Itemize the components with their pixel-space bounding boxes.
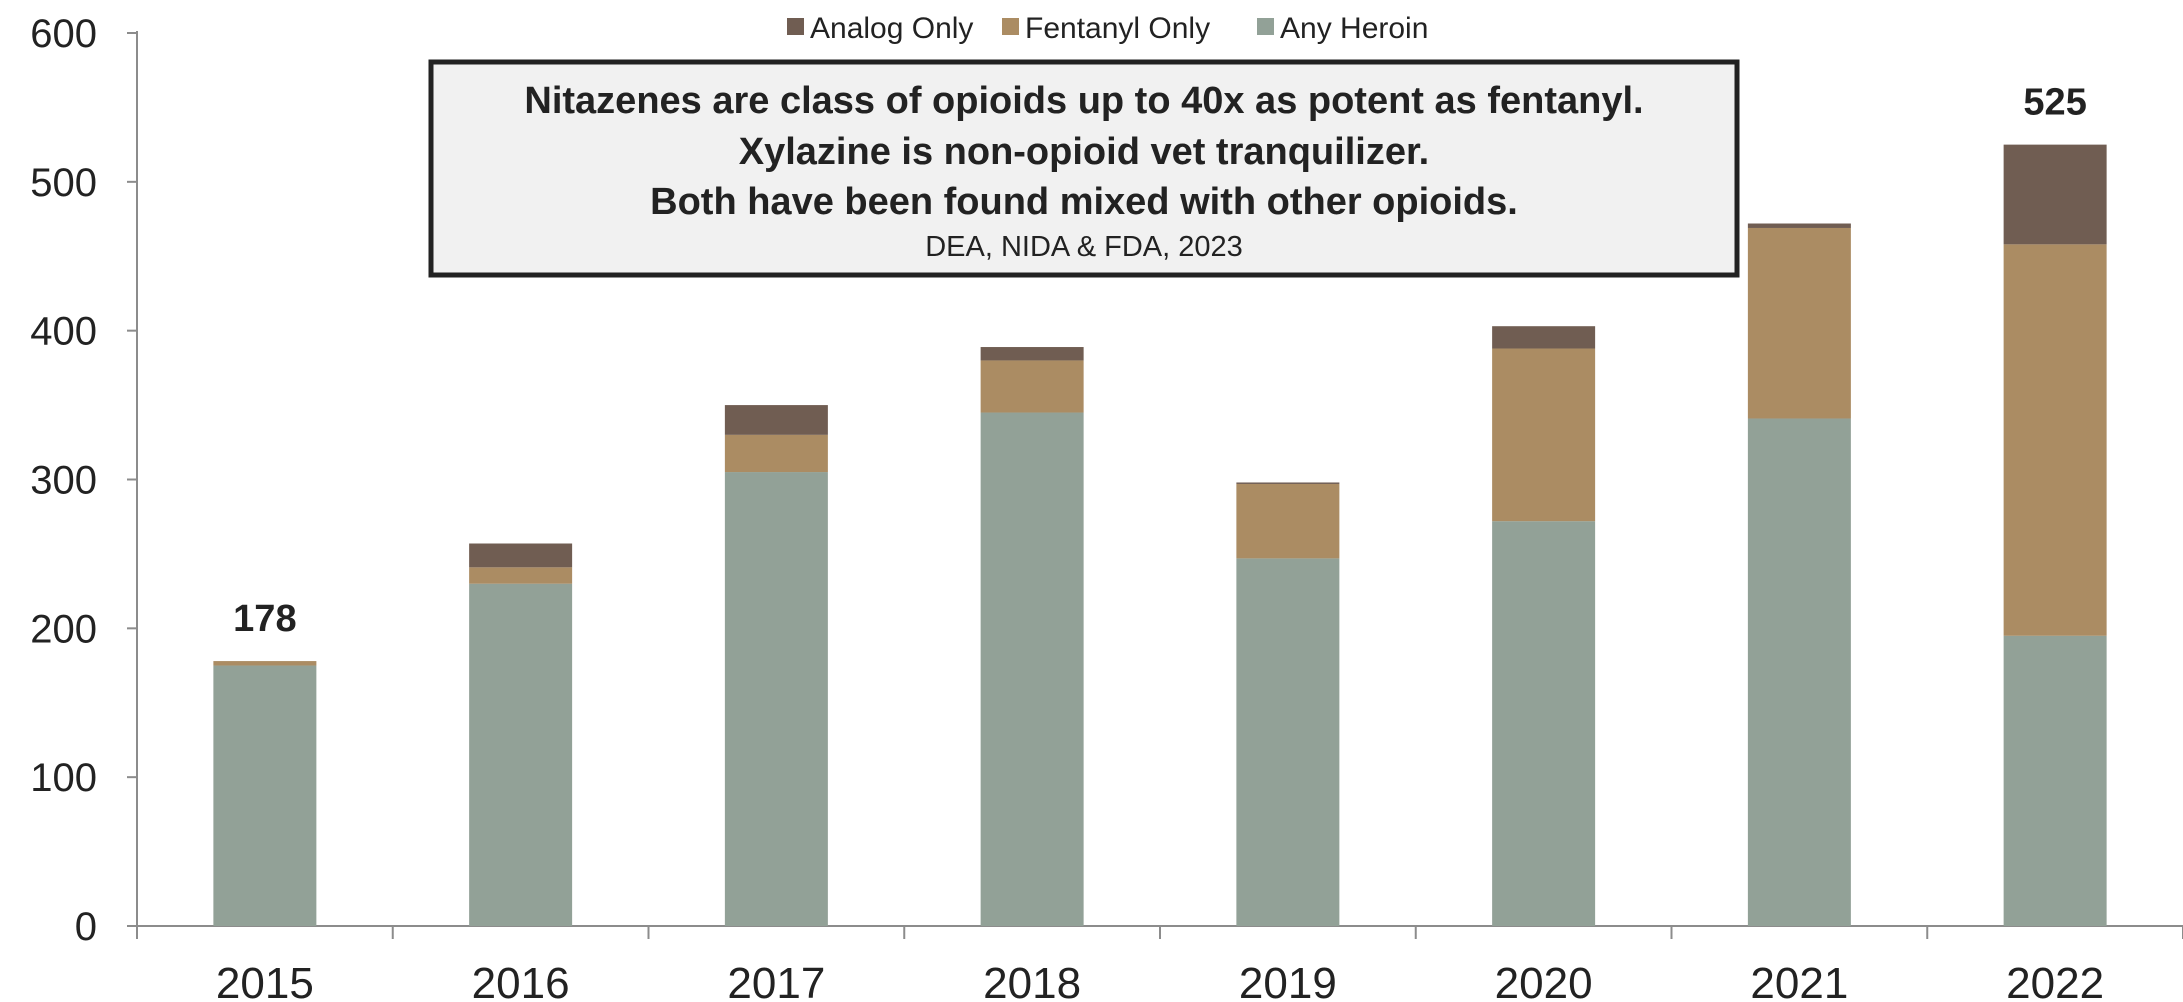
y-tick-label: 100 [30, 756, 97, 800]
bar-analog-only-2019 [1236, 482, 1340, 484]
total-label-2015: 178 [233, 598, 296, 640]
x-tick-label: 2021 [1750, 959, 1848, 1002]
annotation-frame [428, 59, 1740, 278]
bar-fentanyl-only-2019 [1236, 483, 1340, 559]
bar-any-heroin-2018 [980, 412, 1084, 926]
total-label-2022: 525 [2023, 82, 2086, 124]
bar-analog-only-2018 [980, 347, 1084, 361]
bar-analog-only-2022 [2003, 144, 2107, 245]
bar-fentanyl-only-2015 [213, 661, 317, 666]
legend-swatch-analog-only [787, 18, 804, 35]
bar-analog-only-2016 [469, 543, 573, 568]
x-tick-label: 2017 [727, 959, 825, 1002]
bar-fentanyl-only-2021 [1747, 227, 1851, 419]
y-tick-label: 600 [30, 12, 97, 56]
legend-swatch-any-heroin [1257, 18, 1274, 35]
bar-any-heroin-2020 [1492, 521, 1596, 926]
legend-label-analog-only: Analog Only [810, 12, 973, 45]
annotation-line: Both have been found mixed with other op… [650, 181, 1518, 223]
bar-any-heroin-2016 [469, 583, 573, 926]
annotation-line: Xylazine is non-opioid vet tranquilizer. [739, 131, 1429, 173]
x-tick-label: 2018 [983, 959, 1081, 1002]
y-tick-label: 500 [30, 161, 97, 205]
y-tick-label: 300 [30, 459, 97, 503]
bar-any-heroin-2021 [1747, 418, 1851, 926]
total-labels: 178 525 [233, 82, 2087, 640]
bar-any-heroin-2017 [724, 472, 828, 926]
legend-label-fentanyl-only: Fentanyl Only [1025, 12, 1210, 45]
legend: Analog Only Fentanyl Only Any Heroin [787, 12, 1428, 45]
x-tick-label: 2016 [472, 959, 570, 1002]
bar-fentanyl-only-2018 [980, 360, 1084, 413]
bar-analog-only-2020 [1492, 326, 1596, 349]
x-axis: 2015 2016 2017 2018 2019 2020 2021 2022 [136, 925, 2183, 1002]
bar-any-heroin-2019 [1236, 558, 1340, 926]
x-tick-label: 2020 [1495, 959, 1593, 1002]
y-tick-label: 400 [30, 310, 97, 354]
bar-any-heroin-2015 [213, 665, 317, 926]
bar-fentanyl-only-2017 [724, 434, 828, 473]
legend-swatch-fentanyl-only [1002, 18, 1019, 35]
y-axis: 0 100 200 300 400 500 600 [30, 12, 138, 949]
bar-analog-only-2017 [724, 405, 828, 435]
legend-label-any-heroin: Any Heroin [1280, 12, 1428, 45]
y-tick-label: 200 [30, 607, 97, 651]
x-tick-label: 2022 [2006, 959, 2104, 1002]
x-tick-label: 2019 [1239, 959, 1337, 1002]
bar-fentanyl-only-2020 [1492, 348, 1596, 522]
bar-fentanyl-only-2016 [469, 567, 573, 584]
annotation-box: Nitazenes are class of opioids up to 40x… [428, 59, 1740, 278]
y-tick-label: 0 [75, 905, 97, 949]
bar-fentanyl-only-2022 [2003, 244, 2107, 636]
bar-analog-only-2021 [1747, 223, 1851, 228]
bar-any-heroin-2022 [2003, 635, 2107, 926]
bar-series [213, 144, 2107, 926]
annotation-line: Nitazenes are class of opioids up to 40x… [524, 80, 1643, 122]
annotation-source: DEA, NIDA & FDA, 2023 [925, 231, 1243, 263]
x-tick-label: 2015 [216, 959, 314, 1002]
